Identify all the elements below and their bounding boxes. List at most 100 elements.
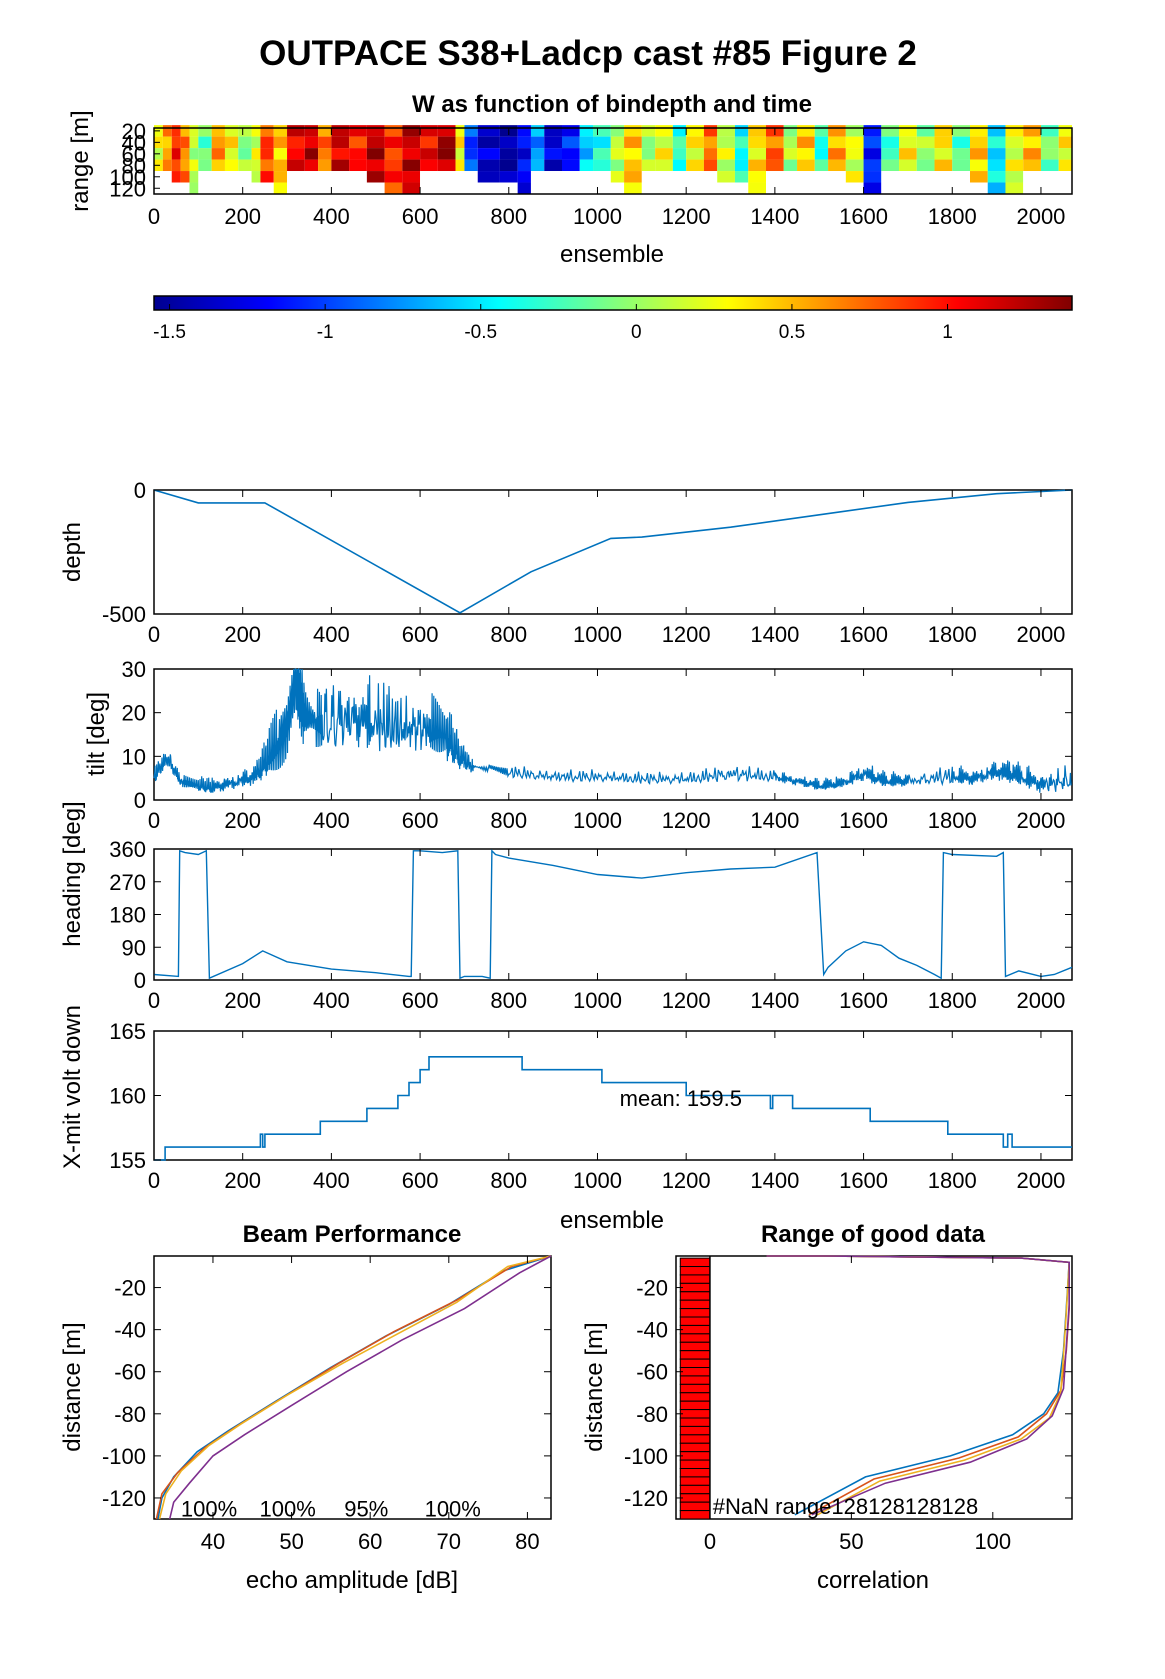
w-image-cell <box>499 148 518 160</box>
w-image-cell <box>180 125 190 137</box>
y-tick-label: 0 <box>134 788 146 813</box>
w-image-cell <box>517 182 531 194</box>
nan-bar <box>679 1257 711 1268</box>
w-image-cell <box>881 148 900 160</box>
w-image-cell <box>845 182 864 194</box>
w-image-cell <box>1040 125 1059 137</box>
w-image-cell <box>579 148 594 160</box>
w-image-cell <box>686 171 704 183</box>
x-tick-label: 1000 <box>573 988 622 1013</box>
w-image-cell <box>863 148 882 160</box>
x-tick-label: 1000 <box>573 204 622 229</box>
w-image-cell <box>916 182 935 194</box>
w-image-cell <box>672 136 687 149</box>
y-tick-label: -60 <box>636 1360 668 1385</box>
w-image-cell <box>1005 148 1024 160</box>
w-image-xlabel: ensemble <box>560 241 664 268</box>
x-tick-label: 800 <box>490 808 527 833</box>
w-image-cell <box>477 182 500 194</box>
x-tick-label: 0 <box>704 1529 716 1554</box>
w-image-cell <box>189 159 199 172</box>
w-image-cell <box>530 171 545 183</box>
w-image-cell <box>366 148 385 160</box>
w-image-cell <box>180 148 190 160</box>
x-tick-label: 1400 <box>750 622 799 647</box>
x-tick-label: 1600 <box>839 622 888 647</box>
w-image-cell <box>349 136 367 149</box>
x-tick-label: 0 <box>148 622 160 647</box>
w-image-cell <box>437 171 456 183</box>
volt-frame <box>153 1030 1073 1161</box>
w-image-cell <box>1023 148 1041 160</box>
w-image-cell <box>797 125 815 137</box>
w-image-cell <box>970 148 988 160</box>
w-image-cell <box>593 148 611 160</box>
y-tick-label: -80 <box>114 1402 146 1427</box>
w-image-cell <box>331 136 350 149</box>
w-image-cell <box>934 136 953 149</box>
w-image-cell <box>162 182 172 194</box>
w-image-cell <box>544 125 562 137</box>
w-image-cell <box>797 136 815 149</box>
w-image-cell <box>783 182 798 194</box>
w-image-cell <box>1023 171 1041 183</box>
nan-bar <box>679 1282 711 1293</box>
w-image-cell <box>828 171 846 183</box>
nan-bar <box>679 1266 711 1276</box>
x-tick-label: 400 <box>313 808 350 833</box>
x-tick-label: 1200 <box>662 808 711 833</box>
x-tick-label: 600 <box>402 988 439 1013</box>
w-image-cell <box>180 159 190 172</box>
w-image-cell <box>797 159 815 172</box>
w-image-cell <box>1040 136 1059 149</box>
nan-bar <box>679 1350 711 1360</box>
w-image-cell <box>828 159 846 172</box>
heading-panel: 0 200 400 600 800 1000 1200 1400 1600 1800 2000090… <box>59 801 1073 1013</box>
w-image-cell <box>530 136 545 149</box>
nan-bar <box>679 1358 711 1369</box>
w-image-cell <box>748 182 766 194</box>
nan-bar <box>679 1476 711 1486</box>
w-image-cell <box>318 171 332 183</box>
beam-percent-label: 100% <box>260 1496 316 1521</box>
y-tick-label: 100 <box>109 165 146 190</box>
w-image-cell <box>987 136 1006 149</box>
w-image-cell <box>437 136 456 149</box>
nan-bar <box>679 1333 711 1343</box>
x-tick-label: 1000 <box>573 622 622 647</box>
w-image-cell <box>162 125 172 137</box>
w-image-cell <box>766 171 784 183</box>
beam-series-lines <box>155 1255 552 1520</box>
w-image-cell <box>318 136 332 149</box>
w-image-cell <box>641 148 656 160</box>
range-title: Range of good data <box>761 1221 986 1248</box>
w-image-cell <box>672 159 687 172</box>
w-image-cell <box>477 125 500 137</box>
x-tick-label: 0 <box>148 808 160 833</box>
figure-title: OUTPACE S38+Ladcp cast #85 Figure 2 <box>259 34 917 73</box>
w-image-cell <box>783 136 798 149</box>
colorbar-tick-label: -0.5 <box>464 322 497 343</box>
w-image-cell <box>748 148 766 160</box>
w-image-cell <box>349 125 367 137</box>
w-image-cell <box>384 148 403 160</box>
w-image-cell <box>734 136 749 149</box>
w-image-cell <box>224 171 239 183</box>
y-tick-label: -100 <box>102 1444 146 1469</box>
w-image-cell <box>1040 171 1059 183</box>
w-image-cell <box>331 159 350 172</box>
w-image-cell <box>420 182 438 194</box>
w-image-cell <box>641 171 656 183</box>
colorbar-tick-label: 0 <box>631 322 642 343</box>
volt-ylabel: X-mit volt down <box>59 1005 86 1169</box>
w-image-cell <box>384 182 403 194</box>
w-image-cell <box>686 125 704 137</box>
x-tick-label: 200 <box>224 1168 261 1193</box>
tilt-series-line <box>153 668 1072 794</box>
w-image-cell <box>455 171 465 183</box>
x-tick-label: 0 <box>148 204 160 229</box>
w-image-cell <box>544 136 562 149</box>
w-image-cell <box>211 136 225 149</box>
w-image-cell <box>734 182 749 194</box>
w-image-cell <box>1058 136 1072 149</box>
